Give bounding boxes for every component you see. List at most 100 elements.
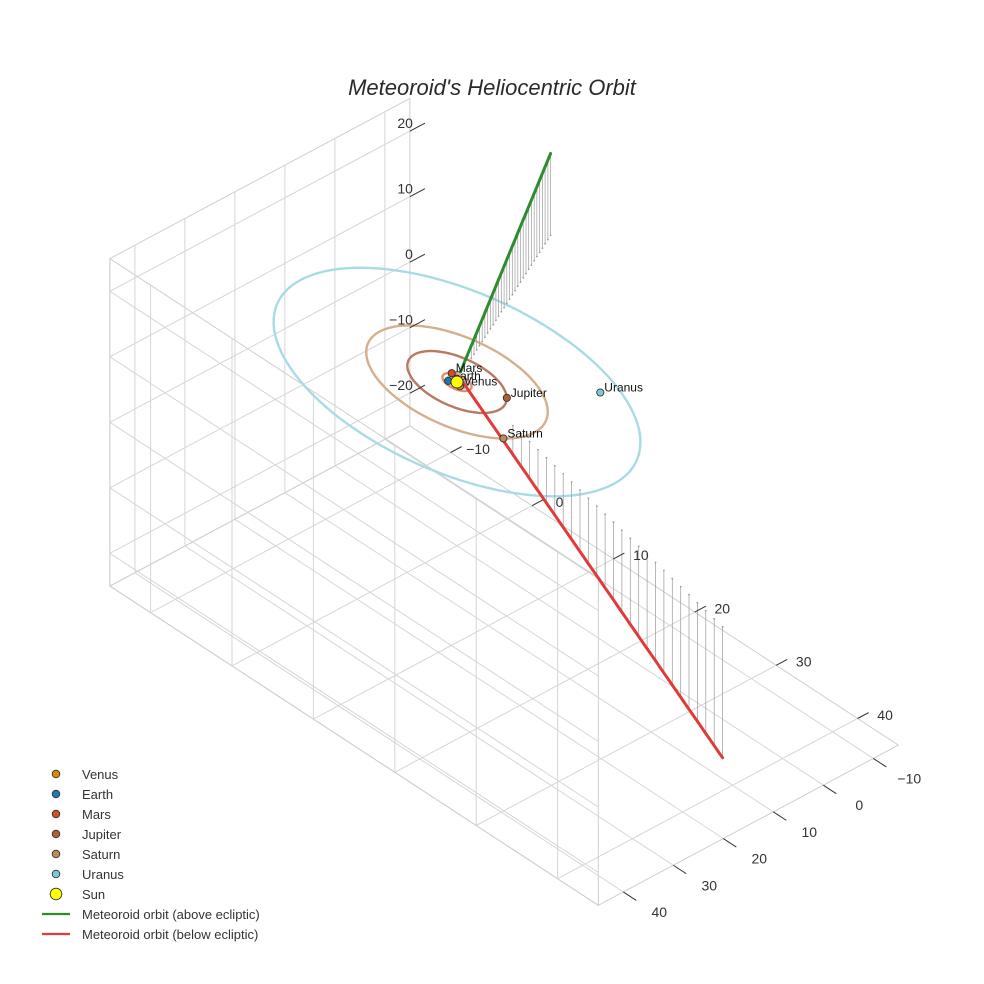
y-tick-mark	[823, 784, 837, 795]
legend-item-label: Venus	[82, 767, 119, 782]
drop-point	[545, 456, 548, 459]
body-label-jupiter: Jupiter	[511, 386, 547, 400]
body-mars	[447, 369, 456, 378]
meteoroid-orbit-above	[458, 152, 553, 374]
z-tick-label: 0	[405, 246, 413, 262]
y-tick-label: 0	[855, 797, 863, 813]
legend-swatch	[51, 809, 61, 819]
x-tick-mark	[613, 552, 625, 560]
drop-point	[629, 537, 632, 540]
z-tick-label: 20	[397, 115, 413, 131]
grid-line-x	[312, 391, 614, 720]
drop-point	[671, 577, 674, 580]
x-tick-mark	[694, 605, 707, 613]
legend-item-label: Sun	[82, 887, 105, 902]
drop-point	[503, 306, 505, 309]
orbit-jupiter	[406, 349, 508, 415]
drop-point	[481, 340, 484, 343]
legend-item-label: Saturn	[82, 847, 120, 862]
grid-line-z	[108, 261, 599, 742]
axis-ticks: −10 0 10 20 30 40 −10 0 10 20 30 40 −20 −10 0 10 20	[389, 115, 921, 920]
drop-point	[492, 323, 494, 326]
drop-point	[473, 353, 475, 356]
x-tick-mark	[775, 658, 788, 666]
grid-line-y	[134, 245, 624, 893]
legend: Venus Earth Mars Jupiter Saturn Uranus Sun Mete…	[42, 767, 260, 942]
z-tick-label: −20	[389, 377, 413, 393]
drop-point	[519, 281, 522, 283]
legend-item-label: Meteoroid orbit (above ecliptic)	[82, 907, 260, 922]
drop-point	[654, 561, 657, 564]
y-tick-mark	[773, 811, 787, 821]
drop-point	[549, 234, 552, 237]
drop-point	[679, 585, 682, 588]
orbit-mars	[441, 371, 473, 393]
grid-line-y	[384, 111, 874, 759]
x-tick-label: 30	[796, 654, 812, 670]
drop-point	[663, 569, 665, 572]
drop-point	[587, 497, 590, 499]
legend-swatch	[51, 849, 61, 859]
orbit-uranus	[272, 266, 642, 498]
drop-point	[525, 272, 527, 275]
legend-swatch	[49, 887, 63, 901]
drop-point	[520, 432, 523, 435]
x-tick-mark	[531, 499, 544, 507]
planet-orbits	[272, 266, 642, 498]
drop-point	[478, 344, 481, 347]
meteoroid-orbit-below	[458, 377, 725, 760]
grid-line-z	[108, 130, 599, 611]
drop-point	[612, 521, 615, 524]
drop-point	[511, 293, 514, 296]
drop-point	[547, 238, 549, 241]
y-tick-label: 10	[802, 824, 818, 840]
y-tick-label: −10	[897, 771, 921, 787]
drop-point	[495, 319, 497, 322]
y-tick-mark	[673, 864, 687, 875]
drop-point	[637, 545, 640, 548]
x-tick-label: 20	[715, 600, 731, 616]
drop-point	[544, 242, 546, 245]
legend-swatch	[51, 769, 61, 779]
drop-point	[713, 617, 716, 620]
y-tick-mark	[623, 891, 637, 901]
drop-point	[646, 553, 648, 556]
z-tick-mark	[409, 319, 426, 329]
grid-line-x	[394, 444, 696, 774]
drop-point	[528, 440, 531, 443]
x-tick-label: −10	[466, 441, 490, 457]
drop-point	[497, 315, 500, 317]
drop-point	[604, 513, 606, 516]
body-jupiter	[502, 393, 511, 402]
y-tick-mark	[873, 758, 887, 768]
drop-point	[522, 276, 525, 279]
drop-point	[514, 289, 516, 292]
drop-point	[475, 349, 478, 351]
drop-point	[579, 489, 581, 491]
body-saturn	[499, 434, 508, 443]
chart-title: Meteoroid's Heliocentric Orbit	[348, 75, 637, 100]
drop-point	[530, 264, 533, 266]
drop-point	[536, 255, 538, 258]
drop-point	[570, 481, 573, 483]
body-uranus	[596, 388, 605, 397]
axis-pane-0	[108, 425, 900, 906]
grid-line-y	[234, 191, 724, 839]
x-tick-mark	[450, 446, 462, 453]
drop-point	[595, 505, 598, 507]
legend-swatch	[51, 829, 61, 839]
legend-swatch	[51, 869, 61, 879]
grid-line-x	[231, 338, 533, 667]
y-tick-label: 40	[652, 904, 668, 920]
grid-line-x	[150, 285, 451, 614]
z-tick-mark	[409, 384, 426, 394]
grid-line-z	[108, 196, 599, 677]
legend-swatch	[51, 789, 61, 799]
drop-point	[553, 465, 556, 467]
orbit-saturn	[365, 324, 549, 440]
body-label-mars: Mars	[456, 361, 483, 375]
grid-line-x	[557, 551, 858, 880]
drop-point	[484, 336, 486, 339]
body-earth	[444, 376, 453, 385]
